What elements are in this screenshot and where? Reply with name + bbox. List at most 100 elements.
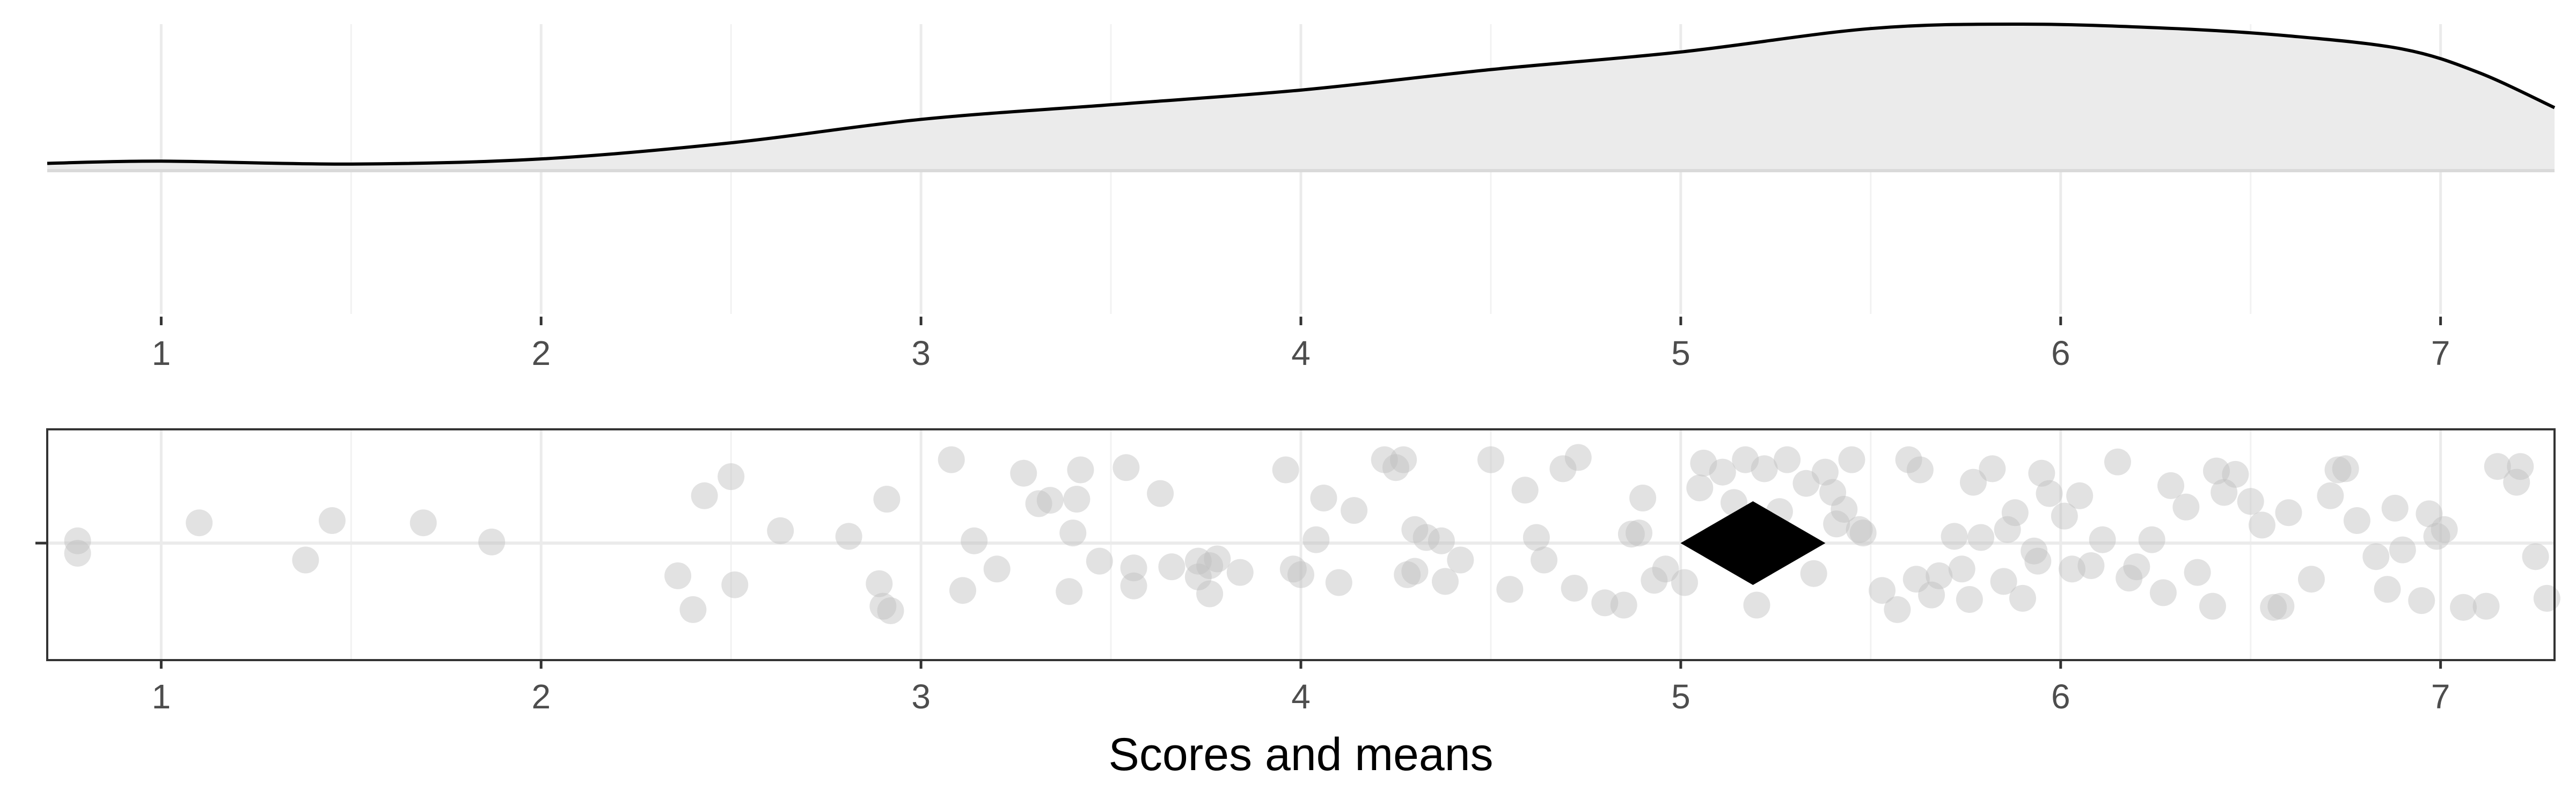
density-x-axis: 1 2 3 4 5 6 7	[152, 317, 2450, 372]
score-point	[1774, 446, 1801, 473]
score-point	[1158, 553, 1185, 581]
score-point	[1671, 569, 1698, 596]
score-point	[2472, 592, 2500, 620]
score-point	[2051, 502, 2078, 530]
score-point	[866, 570, 893, 597]
score-point	[877, 597, 904, 624]
score-point	[1906, 456, 1934, 484]
score-point	[1431, 568, 1459, 595]
score-point	[1272, 456, 1299, 484]
score-point	[1196, 552, 1224, 579]
score-point	[691, 482, 718, 509]
score-point	[64, 539, 91, 567]
score-point	[1401, 516, 1429, 543]
score-point	[1477, 446, 1504, 473]
score-point	[2104, 448, 2131, 475]
density-panel: 1 2 3 4 5 6 7	[47, 22, 2556, 372]
score-point	[1086, 547, 1113, 575]
scatter-x-tick-label: 2	[531, 677, 551, 716]
score-point	[1690, 449, 1717, 477]
score-point	[1428, 527, 1455, 554]
score-point	[1979, 455, 2006, 482]
score-point	[1204, 545, 1231, 573]
density-x-tick-label: 5	[1671, 334, 1690, 372]
density-x-tick-label: 1	[152, 334, 171, 372]
score-point	[869, 592, 897, 620]
score-point	[2222, 460, 2249, 488]
score-point	[1918, 581, 1945, 609]
score-point	[1751, 455, 1778, 482]
score-point	[1591, 589, 1619, 617]
score-point	[2408, 587, 2435, 614]
score-point	[292, 546, 319, 574]
score-point	[1279, 555, 1307, 583]
score-point	[1036, 487, 1064, 514]
score-point	[409, 509, 437, 537]
density-curve	[47, 22, 2556, 166]
score-point	[1941, 523, 1968, 550]
score-point	[2267, 592, 2295, 620]
score-point	[1523, 524, 1550, 551]
score-point	[64, 527, 91, 554]
score-point	[2116, 565, 2143, 592]
scatter-points	[64, 444, 2560, 624]
score-point	[2431, 516, 2458, 543]
score-point	[1819, 479, 1847, 506]
score-point	[1371, 446, 1398, 473]
score-point	[1811, 458, 1839, 486]
score-point	[2450, 594, 2477, 621]
score-point	[1838, 446, 1865, 473]
density-x-tick-label: 7	[2431, 334, 2450, 372]
score-point	[1394, 561, 1421, 588]
score-point	[2123, 553, 2150, 581]
density-x-tick-label: 4	[1291, 334, 1311, 372]
score-point	[1325, 569, 1352, 596]
score-point	[1959, 469, 1987, 496]
score-point	[1792, 470, 1820, 497]
score-point	[767, 517, 794, 544]
score-point	[1990, 568, 2017, 595]
scatter-x-tick-label: 1	[152, 677, 171, 716]
score-point	[2036, 480, 2063, 507]
score-point	[2522, 543, 2549, 570]
score-point	[2317, 482, 2344, 509]
density-x-tick-label: 2	[531, 334, 551, 372]
score-point	[2149, 579, 2177, 606]
score-point	[983, 555, 1011, 583]
score-point	[873, 486, 901, 513]
score-point	[1413, 524, 1440, 551]
score-point	[1382, 454, 1409, 481]
score-point	[1895, 446, 1922, 473]
score-point	[2332, 455, 2359, 482]
score-point	[2389, 536, 2416, 564]
score-point	[1010, 459, 1037, 487]
score-point	[679, 596, 707, 623]
score-point	[1310, 485, 1337, 511]
score-point	[2248, 511, 2275, 539]
density-x-tick-label: 3	[911, 334, 931, 372]
score-point	[949, 577, 976, 604]
score-point	[1626, 519, 1653, 547]
score-point	[478, 528, 506, 555]
score-point	[1831, 496, 1858, 523]
score-point	[2507, 453, 2534, 480]
score-point	[1531, 546, 1558, 574]
score-point	[2423, 523, 2450, 550]
score-point	[2202, 457, 2230, 485]
score-point	[1341, 497, 1368, 524]
score-point	[1447, 546, 1474, 574]
score-point	[718, 463, 745, 491]
score-point	[2199, 592, 2226, 620]
score-point	[2503, 469, 2530, 496]
score-point	[721, 571, 749, 598]
score-point	[1823, 510, 1850, 538]
score-point	[2089, 526, 2116, 553]
score-point	[2374, 576, 2401, 603]
score-point	[1196, 580, 1224, 608]
score-point	[2172, 493, 2200, 521]
score-point	[2058, 555, 2085, 583]
score-point	[1120, 554, 1147, 582]
score-point	[1496, 576, 1524, 603]
score-point	[1629, 485, 1657, 511]
